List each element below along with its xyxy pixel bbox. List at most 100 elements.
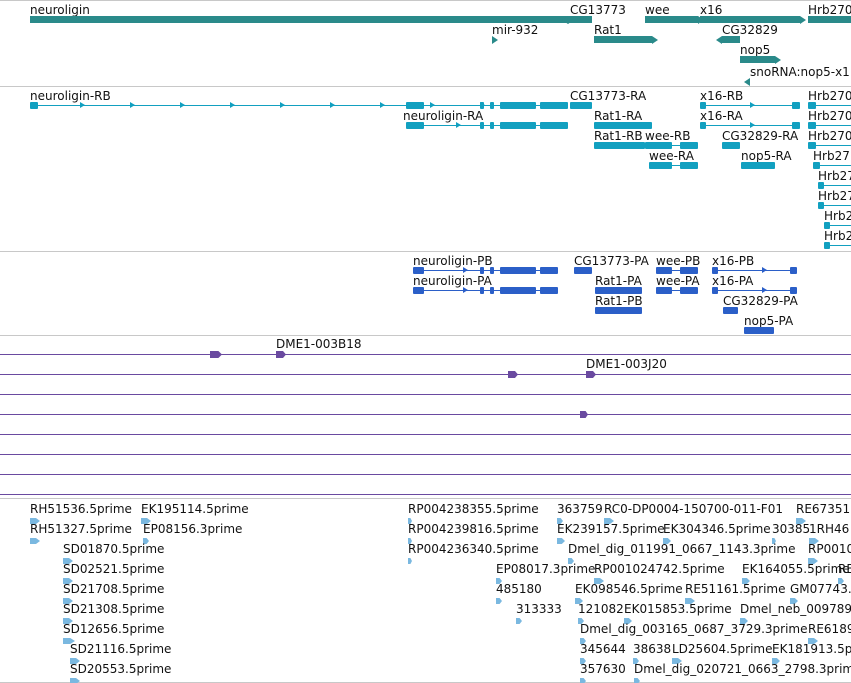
feature-label[interactable]: Hrb2 [824,209,851,223]
transcript-exon[interactable] [722,142,740,149]
gene-feature[interactable] [30,16,568,23]
feature-label[interactable]: Dmel_dig_011991_0667_1143.3prime [568,542,796,556]
transcript-exon[interactable] [792,122,800,129]
feature-label[interactable]: EK015853.5prime [624,602,732,616]
feature-label[interactable]: Dmel_dig_003165_0687_3729.3prime [580,622,808,636]
transcript-exon[interactable] [741,162,775,169]
feature-label[interactable]: 345644 [580,642,626,656]
clone-line[interactable] [586,374,851,375]
feature-label[interactable]: Hrb270 [808,89,851,103]
transcript-exon[interactable] [406,102,424,109]
protein-exon[interactable] [413,287,424,294]
feature-label[interactable]: Hrb270 [808,109,851,123]
feature-label[interactable]: EK304346.5prime [663,522,771,536]
feature-label[interactable]: RP004238355.5prime [408,502,539,516]
transcript-exon[interactable] [824,222,830,229]
feature-label[interactable]: CG13773-PA [574,254,649,268]
protein-exon[interactable] [680,267,698,274]
protein-exon[interactable] [723,307,738,314]
feature-label[interactable]: snoRNA:nop5-x1 [750,65,850,79]
protein-exon[interactable] [540,267,558,274]
est-feature[interactable] [516,618,522,624]
transcript-exon[interactable] [490,102,494,109]
clone-line[interactable] [0,414,851,415]
protein-exon[interactable] [595,287,642,294]
est-feature[interactable] [408,558,412,564]
feature-label[interactable]: wee-RB [645,129,691,143]
feature-label[interactable]: DME1-003J20 [586,357,667,371]
transcript-exon[interactable] [808,122,816,129]
est-feature[interactable] [580,638,586,644]
feature-label[interactable]: nop5 [740,43,771,57]
gene-feature[interactable] [700,16,800,23]
est-feature[interactable] [624,618,632,624]
est-feature[interactable] [604,518,614,524]
protein-exon[interactable] [500,287,536,294]
transcript-exon[interactable] [818,202,824,209]
transcript-exon[interactable] [490,122,494,129]
est-feature[interactable] [685,598,695,604]
est-feature[interactable] [408,518,412,524]
gene-feature[interactable] [740,56,775,63]
clone-line[interactable] [276,354,851,355]
clone-line[interactable] [0,374,851,375]
transcript-exon[interactable] [594,142,645,149]
est-feature[interactable] [742,578,750,584]
feature-label[interactable]: SD20553.5prime [70,662,172,676]
feature-label[interactable]: SD21308.5prime [63,602,165,616]
feature-label[interactable]: EP08017.3prime [496,562,596,576]
protein-exon[interactable] [480,287,484,294]
feature-label[interactable]: 1RH46 [809,522,850,536]
feature-label[interactable]: EK181913.5prime [772,642,851,656]
est-feature[interactable] [578,618,584,624]
transcript-exon[interactable] [570,102,592,109]
est-feature[interactable] [557,518,563,524]
feature-label[interactable]: x16-RA [700,109,743,123]
feature-label[interactable]: neuroligin [30,3,90,17]
transcript-exon[interactable] [480,122,484,129]
feature-label[interactable]: RE67351 [796,502,851,516]
transcript-exon[interactable] [540,122,568,129]
feature-label[interactable]: x16-PA [712,274,754,288]
feature-label[interactable]: Dmel_dig_020721_0663_2798.3prime [634,662,851,676]
transcript-exon[interactable] [594,122,652,129]
feature-label[interactable]: RP001024742.5prime [594,562,725,576]
feature-label[interactable]: RC0-DP0004-150700-011-F01 [604,502,783,516]
feature-label[interactable]: CG13773 [570,3,626,17]
feature-label[interactable]: CG32829 [722,23,778,37]
feature-label[interactable]: nop5-RA [741,149,792,163]
feature-label[interactable]: Hrb27 [813,149,850,163]
est-feature[interactable] [63,638,75,644]
protein-exon[interactable] [500,267,536,274]
est-feature[interactable] [496,598,502,604]
feature-label[interactable]: EK098546.5prime [575,582,683,596]
transcript-exon[interactable] [30,102,38,109]
feature-label[interactable]: wee [645,3,670,17]
est-feature[interactable] [838,578,844,584]
feature-label[interactable]: x16-PB [712,254,755,268]
feature-label[interactable]: Hrb2 [824,229,851,243]
transcript-exon[interactable] [813,162,820,169]
est-feature[interactable] [70,658,80,664]
clone-end-marker[interactable] [276,351,286,358]
feature-label[interactable]: 357630 [580,662,626,676]
feature-label[interactable]: SD12656.5prime [63,622,165,636]
feature-label[interactable]: wee-RA [649,149,694,163]
feature-label[interactable]: neuroligin-RA [403,109,484,123]
feature-label[interactable]: wee-PA [656,274,700,288]
est-feature[interactable] [63,578,73,584]
est-feature[interactable] [634,678,640,683]
feature-label[interactable]: Hrb270 [808,3,851,17]
clone-line[interactable] [0,474,851,475]
clone-end-marker[interactable] [580,411,588,418]
feature-label[interactable]: RP004239816.5prime [408,522,539,536]
transcript-exon[interactable] [649,162,672,169]
protein-exon[interactable] [744,327,774,334]
transcript-exon[interactable] [540,102,568,109]
est-feature[interactable] [740,618,748,624]
est-feature[interactable] [63,618,73,624]
feature-label[interactable]: RH51536.5prime [30,502,132,516]
est-feature[interactable] [63,598,73,604]
est-feature[interactable] [408,538,412,544]
feature-label[interactable]: RE51161.5prime [685,582,786,596]
